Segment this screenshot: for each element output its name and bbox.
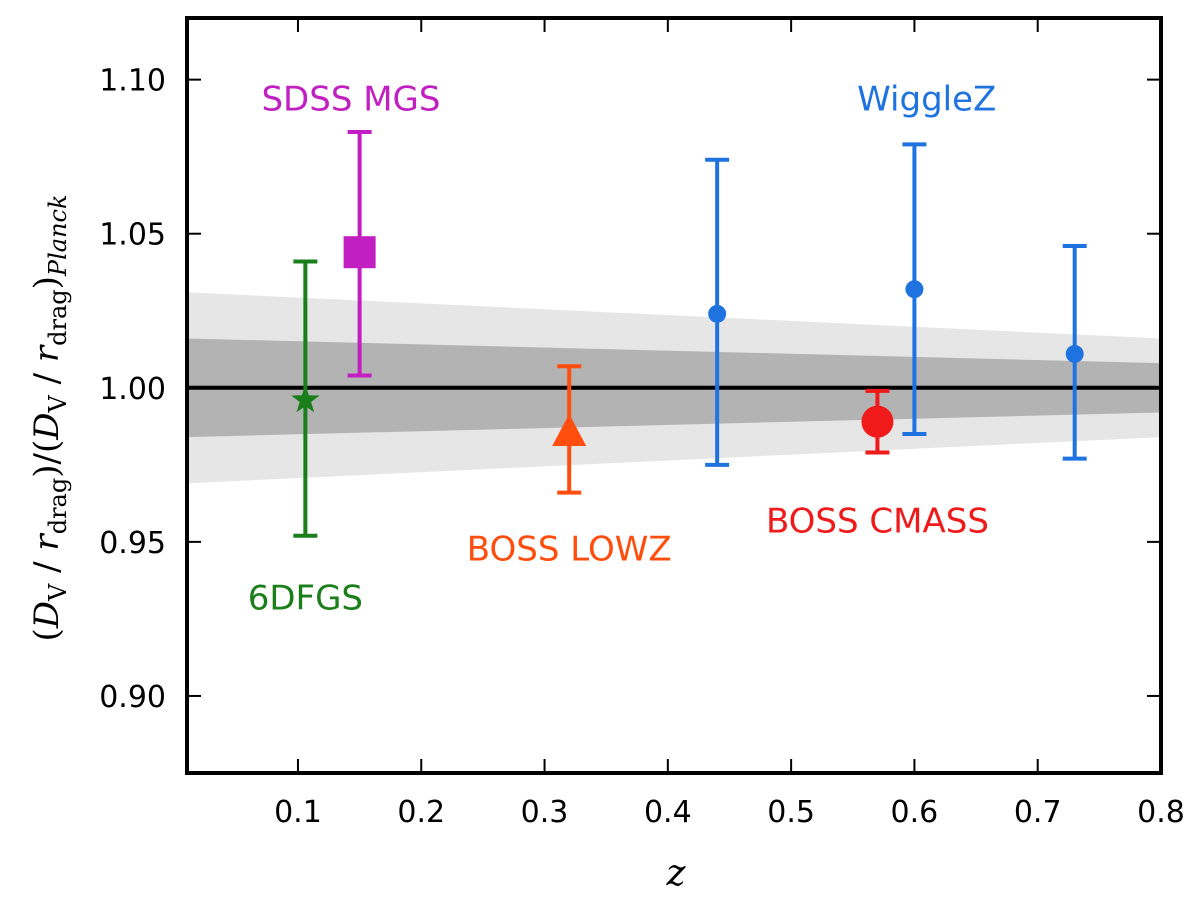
marker-triangle bbox=[552, 414, 587, 447]
x-tick-label: 0.2 bbox=[397, 795, 445, 830]
y-label-close: ) bbox=[27, 276, 67, 289]
survey-labels: SDSS MGS WiggleZ BOSS LOWZ BOSS CMASS 6DFGS bbox=[248, 79, 997, 618]
marker-circle bbox=[708, 304, 727, 323]
marker-circle bbox=[1065, 344, 1084, 363]
survey-label: BOSS LOWZ bbox=[467, 529, 672, 569]
y-label-drag2: drag bbox=[44, 289, 72, 346]
x-tick-label: 0.5 bbox=[767, 795, 815, 830]
y-label-planck: Planck bbox=[44, 194, 72, 277]
y-axis-label: (DV / rdrag)/(DV / rdrag)Planck bbox=[27, 194, 72, 641]
x-tick-label: 0.8 bbox=[1137, 795, 1185, 830]
x-tick-label: 0.6 bbox=[891, 795, 939, 830]
marker-circle bbox=[905, 280, 924, 299]
data-markers bbox=[291, 236, 1084, 447]
y-tick-label: 1.10 bbox=[99, 64, 166, 99]
y-label-slash1: / bbox=[27, 551, 67, 584]
y-label-D1: D bbox=[27, 601, 67, 629]
y-tick-label: 1.00 bbox=[99, 372, 166, 407]
y-label-open: ( bbox=[27, 628, 67, 641]
y-tick-label: 0.90 bbox=[99, 680, 166, 715]
survey-label: WiggleZ bbox=[857, 79, 996, 119]
survey-label: 6DFGS bbox=[248, 579, 363, 619]
x-tick-label: 0.3 bbox=[521, 795, 569, 830]
y-label-V2: V bbox=[44, 395, 72, 414]
x-axis-label: z bbox=[666, 853, 687, 894]
y-label-V1: V bbox=[44, 583, 72, 602]
axis-ticks bbox=[187, 18, 1162, 773]
x-tick-labels: 0.1 0.2 0.3 0.4 0.5 0.6 0.7 0.8 bbox=[274, 795, 1185, 830]
y-tick-label: 0.95 bbox=[99, 526, 166, 561]
survey-label: SDSS MGS bbox=[261, 79, 440, 119]
survey-label: BOSS CMASS bbox=[766, 502, 989, 542]
y-tick-labels: 0.90 0.95 1.00 1.05 1.10 bbox=[99, 64, 166, 715]
y-label-r2: r bbox=[27, 344, 67, 362]
y-label-drag1: drag bbox=[44, 478, 72, 535]
y-tick-label: 1.05 bbox=[99, 218, 166, 253]
x-tick-label: 0.4 bbox=[644, 795, 692, 830]
y-label-mid: )/( bbox=[27, 440, 67, 478]
plot-frame bbox=[185, 16, 1163, 775]
y-label-r1: r bbox=[27, 533, 67, 551]
marker-circle-large bbox=[861, 405, 894, 438]
y-label-D2: D bbox=[27, 413, 67, 441]
y-label-slash2: / bbox=[27, 362, 67, 395]
x-tick-label: 0.7 bbox=[1014, 795, 1062, 830]
marker-star bbox=[291, 385, 320, 413]
marker-square bbox=[343, 236, 376, 269]
x-tick-label: 0.1 bbox=[274, 795, 322, 830]
